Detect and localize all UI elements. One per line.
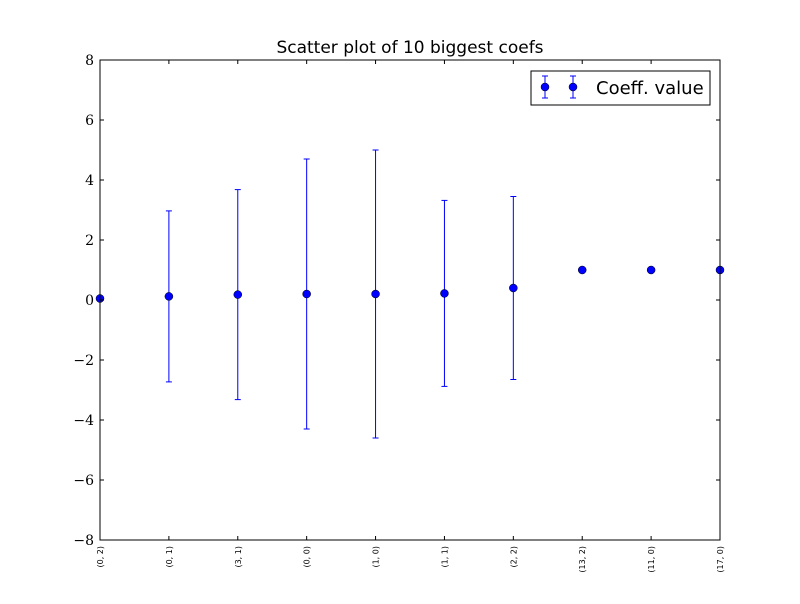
legend: Coeff. value	[530, 70, 711, 106]
x-tick-label: (1, 0)	[372, 546, 381, 568]
data-point	[371, 289, 380, 299]
y-tick-label: −8	[73, 533, 94, 549]
y-tick-label: −4	[73, 413, 94, 429]
data-point	[164, 292, 174, 301]
y-tick-label: 8	[85, 53, 94, 69]
y-tick-label: 4	[85, 173, 94, 189]
y-tick-label: −6	[73, 473, 94, 489]
plot-marks	[95, 149, 725, 439]
legend-point	[568, 82, 578, 92]
axis-ticks: −8 −6 −4 −2 0 2 4 6 8 (0, 2) (0, 1) (3, 1) (0, 0) (1,…	[73, 53, 725, 573]
data-point	[646, 265, 656, 275]
data-point	[577, 265, 587, 275]
data-point	[509, 283, 518, 293]
legend-label: Coeff. value	[596, 78, 704, 99]
data-point	[302, 289, 311, 299]
x-tick-label: (1, 1)	[440, 546, 449, 568]
x-tick-label: (2, 2)	[509, 546, 518, 568]
plot-frame	[99, 59, 721, 541]
x-tick-label: (17, 0)	[716, 546, 725, 573]
x-tick-label: (0, 1)	[165, 546, 174, 568]
y-tick-label: −2	[73, 353, 94, 369]
chart-title: Scatter plot of 10 biggest coefs	[276, 38, 543, 58]
x-tick-label: (3, 1)	[234, 546, 243, 568]
x-tick-label: (0, 0)	[303, 546, 312, 568]
y-tick-label: 2	[85, 233, 94, 249]
y-tick-label: 0	[85, 293, 94, 309]
x-tick-label: (0, 2)	[96, 546, 105, 568]
data-point	[233, 290, 243, 299]
y-tick-label: 6	[85, 113, 94, 129]
data-point	[440, 289, 449, 298]
legend-point	[540, 82, 550, 92]
legend-box	[530, 70, 711, 106]
x-tick-label: (13, 2)	[578, 546, 587, 573]
legend-marker	[540, 75, 578, 99]
x-tick-label: (11, 0)	[647, 546, 656, 573]
